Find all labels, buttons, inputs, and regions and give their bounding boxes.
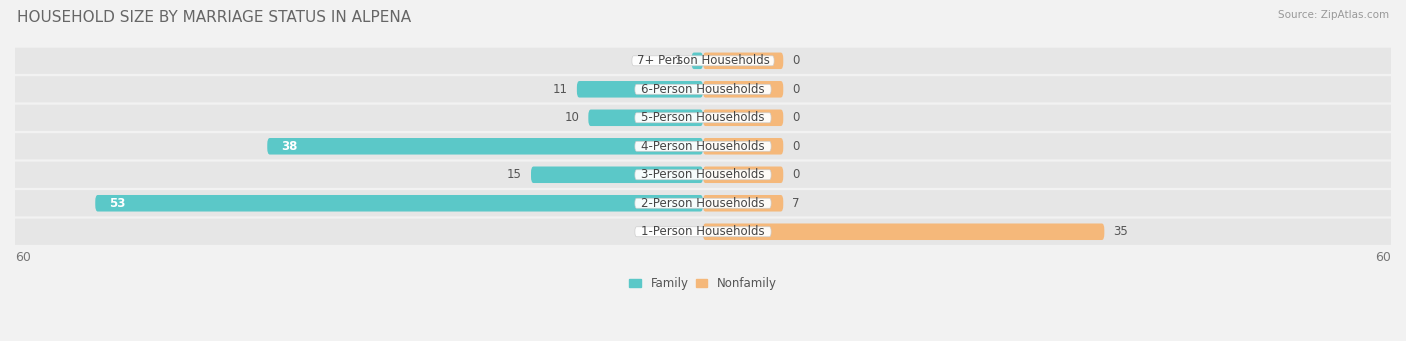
Legend: Family, Nonfamily: Family, Nonfamily xyxy=(630,277,776,290)
FancyBboxPatch shape xyxy=(703,195,783,211)
Text: 0: 0 xyxy=(793,54,800,67)
FancyBboxPatch shape xyxy=(10,105,1396,131)
FancyBboxPatch shape xyxy=(703,223,1104,240)
FancyBboxPatch shape xyxy=(531,166,703,183)
Text: 1-Person Households: 1-Person Households xyxy=(641,225,765,238)
Text: 1: 1 xyxy=(675,54,682,67)
FancyBboxPatch shape xyxy=(10,48,1396,74)
FancyBboxPatch shape xyxy=(636,141,770,151)
Text: 0: 0 xyxy=(793,111,800,124)
Text: 0: 0 xyxy=(793,168,800,181)
FancyBboxPatch shape xyxy=(10,190,1396,216)
Text: 5-Person Households: 5-Person Households xyxy=(641,111,765,124)
FancyBboxPatch shape xyxy=(588,109,703,126)
Text: 53: 53 xyxy=(110,197,125,210)
FancyBboxPatch shape xyxy=(703,138,783,154)
FancyBboxPatch shape xyxy=(576,81,703,98)
Text: 2-Person Households: 2-Person Households xyxy=(641,197,765,210)
Text: 0: 0 xyxy=(793,83,800,96)
FancyBboxPatch shape xyxy=(703,81,783,98)
FancyBboxPatch shape xyxy=(636,198,770,208)
FancyBboxPatch shape xyxy=(692,53,703,69)
Text: 11: 11 xyxy=(553,83,568,96)
FancyBboxPatch shape xyxy=(631,56,775,66)
FancyBboxPatch shape xyxy=(703,166,783,183)
Text: 3-Person Households: 3-Person Households xyxy=(641,168,765,181)
FancyBboxPatch shape xyxy=(636,227,770,237)
Text: 35: 35 xyxy=(1114,225,1128,238)
Text: 6-Person Households: 6-Person Households xyxy=(641,83,765,96)
FancyBboxPatch shape xyxy=(636,113,770,123)
FancyBboxPatch shape xyxy=(703,109,783,126)
Text: Source: ZipAtlas.com: Source: ZipAtlas.com xyxy=(1278,10,1389,20)
FancyBboxPatch shape xyxy=(703,53,783,69)
Text: 10: 10 xyxy=(564,111,579,124)
Text: 7: 7 xyxy=(793,197,800,210)
Text: 60: 60 xyxy=(15,251,31,264)
Text: 4-Person Households: 4-Person Households xyxy=(641,140,765,153)
FancyBboxPatch shape xyxy=(10,162,1396,188)
FancyBboxPatch shape xyxy=(96,195,703,211)
FancyBboxPatch shape xyxy=(636,84,770,94)
FancyBboxPatch shape xyxy=(10,76,1396,102)
Text: 0: 0 xyxy=(793,140,800,153)
FancyBboxPatch shape xyxy=(10,219,1396,245)
FancyBboxPatch shape xyxy=(267,138,703,154)
FancyBboxPatch shape xyxy=(10,133,1396,159)
Text: 7+ Person Households: 7+ Person Households xyxy=(637,54,769,67)
Text: 60: 60 xyxy=(1375,251,1391,264)
FancyBboxPatch shape xyxy=(636,170,770,180)
Text: HOUSEHOLD SIZE BY MARRIAGE STATUS IN ALPENA: HOUSEHOLD SIZE BY MARRIAGE STATUS IN ALP… xyxy=(17,10,411,25)
Text: 38: 38 xyxy=(281,140,298,153)
Text: 15: 15 xyxy=(508,168,522,181)
